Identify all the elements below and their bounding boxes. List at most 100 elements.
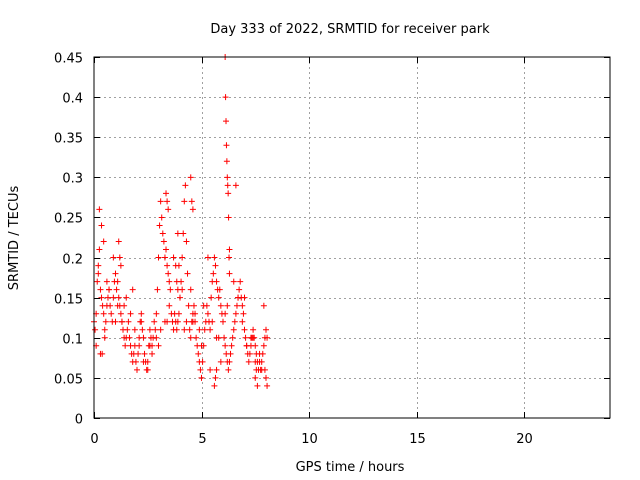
data-point	[231, 318, 238, 325]
data-point	[163, 246, 170, 253]
data-point	[260, 302, 267, 309]
data-point	[230, 326, 237, 333]
data-point	[115, 238, 122, 245]
data-point	[174, 230, 181, 237]
axis-ticks: 0 0.05 0.1 0.15 0.2 0.25 0.3 0.35 0.4 0.45 0 5 10 15 2…	[54, 52, 610, 447]
x-tick-label: 5	[198, 432, 206, 447]
data-point	[166, 302, 173, 309]
data-point	[197, 366, 204, 373]
data-point	[264, 334, 271, 341]
data-point	[114, 302, 121, 309]
data-point	[92, 326, 99, 333]
data-point	[158, 214, 165, 221]
data-point	[208, 294, 215, 301]
data-point	[220, 318, 226, 325]
data-point	[179, 254, 186, 261]
data-point	[253, 366, 260, 373]
data-point	[225, 214, 232, 221]
data-point	[125, 318, 132, 325]
data-point	[117, 262, 124, 269]
data-point	[96, 246, 103, 253]
data-point	[198, 374, 205, 381]
data-point	[100, 238, 107, 245]
y-tick-label: 0.1	[62, 333, 83, 348]
data-point	[115, 294, 122, 301]
data-point	[187, 334, 194, 341]
data-point	[263, 326, 269, 333]
data-point	[174, 318, 181, 325]
data-point	[153, 334, 160, 341]
data-point	[207, 366, 214, 373]
data-point	[112, 270, 119, 277]
data-point	[106, 286, 113, 293]
data-point	[175, 310, 182, 317]
data-point	[189, 206, 196, 213]
data-point	[99, 350, 106, 357]
data-point	[173, 278, 180, 285]
data-point	[210, 270, 217, 277]
data-point	[183, 318, 190, 325]
data-point	[174, 286, 181, 293]
data-point	[243, 342, 250, 349]
data-point	[151, 318, 158, 325]
data-point	[215, 334, 222, 341]
data-point	[216, 286, 223, 293]
data-point	[153, 310, 160, 317]
data-point	[207, 326, 214, 333]
data-point	[258, 358, 265, 365]
data-point	[223, 142, 230, 149]
data-point	[240, 310, 247, 317]
data-point	[224, 302, 231, 309]
data-point	[211, 382, 218, 389]
data-point	[252, 374, 259, 381]
data-point	[100, 310, 107, 317]
data-point	[217, 302, 224, 309]
grid-lines	[94, 57, 610, 418]
data-point	[239, 302, 246, 309]
data-point	[192, 310, 199, 317]
data-point	[195, 350, 202, 357]
y-tick-label: 0.4	[62, 92, 83, 107]
y-tick-label: 0.15	[54, 293, 83, 308]
x-tick-label: 10	[301, 432, 318, 447]
data-point	[163, 190, 170, 197]
data-point	[181, 326, 188, 333]
data-point	[225, 366, 232, 373]
data-point	[215, 294, 222, 301]
data-point	[261, 366, 268, 373]
y-tick-label: 0.05	[54, 373, 83, 388]
x-tick-label: 20	[516, 432, 533, 447]
data-point	[245, 358, 252, 365]
data-point	[96, 206, 103, 213]
data-point	[223, 118, 230, 125]
data-point	[230, 278, 237, 285]
x-tick-label: 0	[90, 432, 98, 447]
data-point	[186, 326, 193, 333]
data-point	[146, 342, 153, 349]
data-point	[121, 302, 128, 309]
data-point	[204, 254, 211, 261]
data-point	[212, 262, 219, 269]
data-point	[107, 302, 114, 309]
data-point	[189, 318, 196, 325]
data-point	[118, 318, 125, 325]
data-point	[242, 334, 249, 341]
data-point	[239, 318, 246, 325]
data-point	[237, 278, 244, 285]
data-point	[131, 326, 138, 333]
data-point	[254, 382, 261, 389]
data-point	[227, 350, 234, 357]
data-point	[188, 198, 195, 205]
data-point	[252, 342, 259, 349]
data-point	[136, 342, 143, 349]
data-point	[201, 326, 208, 333]
data-point	[213, 278, 220, 285]
data-point	[139, 326, 146, 333]
data-point	[226, 254, 233, 261]
data-point	[95, 262, 102, 269]
y-tick-label: 0	[75, 413, 83, 428]
data-point	[226, 358, 233, 365]
data-point	[97, 286, 104, 293]
chart-title: Day 333 of 2022, SRMTID for receiver par…	[210, 22, 490, 37]
data-point	[224, 182, 231, 189]
